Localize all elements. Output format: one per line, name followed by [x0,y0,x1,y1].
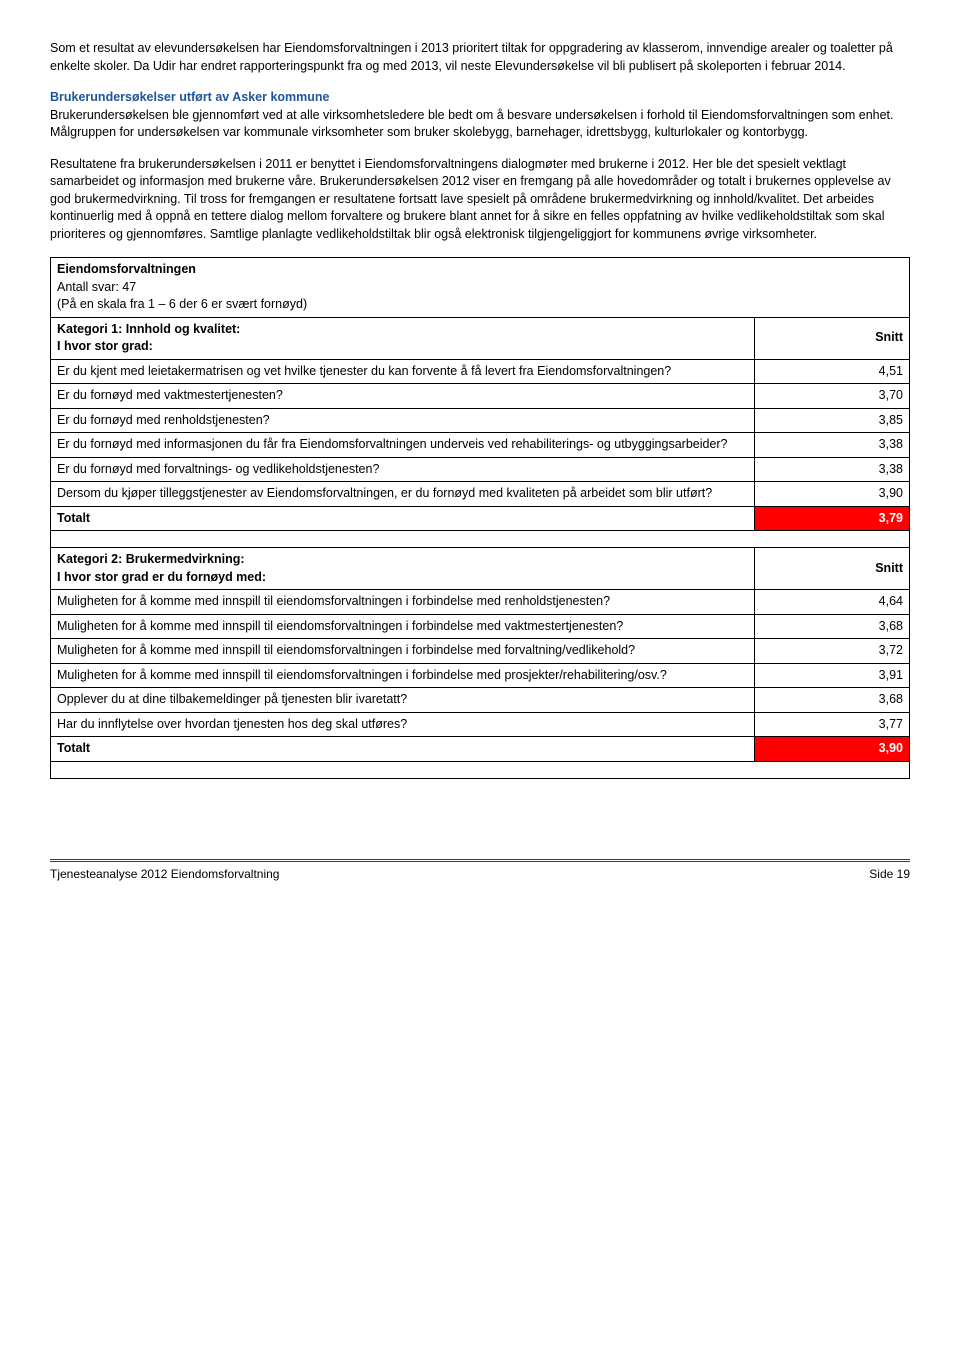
cat1-heading-l1: Kategori 1: Innhold og kvalitet: [57,322,240,336]
table-row: Muligheten for å komme med innspill til … [51,639,910,664]
cat2-v2: 3,72 [755,639,910,664]
intro-paragraph: Som et resultat av elevundersøkelsen har… [50,40,910,75]
user-survey-heading: Brukerundersøkelser utført av Asker komm… [50,90,330,104]
cat1-q4: Er du fornøyd med forvaltnings- og vedli… [51,457,755,482]
table-title-line1: Eiendomsforvaltningen [57,262,196,276]
cat2-v4: 3,68 [755,688,910,713]
table-title-row: Eiendomsforvaltningen Antall svar: 47 (P… [51,258,910,318]
cat2-q1: Muligheten for å komme med innspill til … [51,614,755,639]
user-survey-body: Brukerundersøkelsen ble gjennomført ved … [50,108,894,140]
user-survey-section: Brukerundersøkelser utført av Asker komm… [50,89,910,142]
table-row: Opplever du at dine tilbakemeldinger på … [51,688,910,713]
table-row: Dersom du kjøper tilleggstjenester av Ei… [51,482,910,507]
cat1-total-label: Totalt [51,506,755,531]
cat1-total-value: 3,79 [755,506,910,531]
cat2-q3: Muligheten for å komme med innspill til … [51,663,755,688]
cat2-heading-l2: I hvor stor grad er du fornøyd med: [57,570,266,584]
table-row: Er du kjent med leietakermatrisen og vet… [51,359,910,384]
cat2-q5: Har du innflytelse over hvordan tjeneste… [51,712,755,737]
cat1-heading-l2: I hvor stor grad: [57,339,153,353]
cat1-v1: 3,70 [755,384,910,409]
cat1-q2: Er du fornøyd med renholdstjenesten? [51,408,755,433]
table-title-line3: (På en skala fra 1 – 6 der 6 er svært fo… [57,297,307,311]
cat1-v3: 3,38 [755,433,910,458]
cat1-v5: 3,90 [755,482,910,507]
cat2-q4: Opplever du at dine tilbakemeldinger på … [51,688,755,713]
cat1-q5: Dersom du kjøper tilleggstjenester av Ei… [51,482,755,507]
table-title-line2: Antall svar: 47 [57,280,136,294]
cat1-v0: 4,51 [755,359,910,384]
cat2-heading-l1: Kategori 2: Brukermedvirkning: [57,552,245,566]
results-paragraph: Resultatene fra brukerundersøkelsen i 20… [50,156,910,244]
cat1-q0: Er du kjent med leietakermatrisen og vet… [51,359,755,384]
cat1-v2: 3,85 [755,408,910,433]
snitt-header-2: Snitt [755,548,910,590]
table-row: Er du fornøyd med renholdstjenesten? 3,8… [51,408,910,433]
cat2-header-row: Kategori 2: Brukermedvirkning: I hvor st… [51,548,910,590]
page-footer: Tjenesteanalyse 2012 Eiendomsforvaltning… [50,859,910,883]
cat1-q3: Er du fornøyd med informasjonen du får f… [51,433,755,458]
footer-right: Side 19 [869,866,910,883]
footer-left: Tjenesteanalyse 2012 Eiendomsforvaltning [50,866,279,883]
cat2-total-label: Totalt [51,737,755,762]
survey-table: Eiendomsforvaltningen Antall svar: 47 (P… [50,257,910,779]
cat2-total-value: 3,90 [755,737,910,762]
table-row: Har du innflytelse over hvordan tjeneste… [51,712,910,737]
table-row: Er du fornøyd med informasjonen du får f… [51,433,910,458]
cat1-header-row: Kategori 1: Innhold og kvalitet: I hvor … [51,317,910,359]
table-row: Er du fornøyd med forvaltnings- og vedli… [51,457,910,482]
cat2-v0: 4,64 [755,590,910,615]
spacer-row [51,531,910,548]
table-row: Muligheten for å komme med innspill til … [51,590,910,615]
cat2-q0: Muligheten for å komme med innspill til … [51,590,755,615]
snitt-header-1: Snitt [755,317,910,359]
spacer-row-bottom [51,761,910,778]
cat2-v1: 3,68 [755,614,910,639]
cat2-v5: 3,77 [755,712,910,737]
cat2-total-row: Totalt 3,90 [51,737,910,762]
cat1-q1: Er du fornøyd med vaktmestertjenesten? [51,384,755,409]
table-row: Muligheten for å komme med innspill til … [51,614,910,639]
cat2-v3: 3,91 [755,663,910,688]
table-row: Er du fornøyd med vaktmestertjenesten? 3… [51,384,910,409]
cat2-q2: Muligheten for å komme med innspill til … [51,639,755,664]
cat1-total-row: Totalt 3,79 [51,506,910,531]
table-row: Muligheten for å komme med innspill til … [51,663,910,688]
cat1-v4: 3,38 [755,457,910,482]
